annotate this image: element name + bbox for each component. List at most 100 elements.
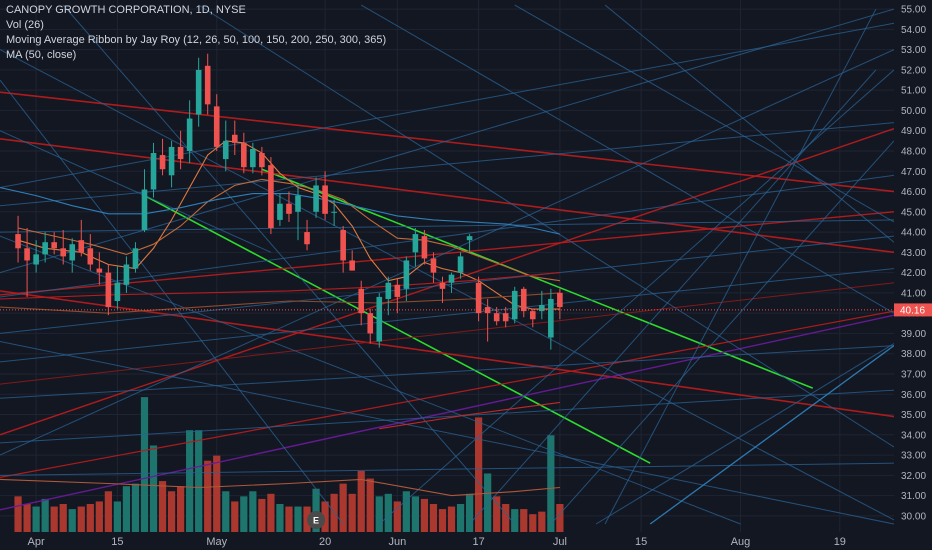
volume-bar-0 bbox=[14, 496, 22, 532]
volume-bar-16 bbox=[158, 481, 167, 532]
trend-line-14 bbox=[0, 8, 895, 274]
candle-body-25 bbox=[241, 142, 247, 168]
candle-body-3 bbox=[42, 242, 48, 255]
candle-body-18 bbox=[177, 146, 184, 160]
volume-bar-28 bbox=[267, 493, 275, 532]
trend-line-15 bbox=[0, 174, 895, 298]
price-tick-label-22: 52.00 bbox=[901, 65, 926, 76]
trend-line-17 bbox=[0, 268, 895, 363]
price-tick-label-17: 47.00 bbox=[901, 167, 926, 178]
candle-body-41 bbox=[385, 282, 392, 299]
ribbon-indicator-label[interactable]: Moving Average Ribbon by Jay Roy (12, 26… bbox=[6, 34, 387, 46]
volume-bar-27 bbox=[258, 498, 266, 532]
volume-bar-54 bbox=[502, 504, 510, 532]
price-tick-label-21: 51.00 bbox=[901, 86, 926, 97]
trend-line-19 bbox=[0, 389, 895, 444]
volume-bar-10 bbox=[104, 491, 112, 532]
candle-body-49 bbox=[457, 256, 464, 273]
volume-bar-57 bbox=[529, 514, 537, 532]
candle-body-31 bbox=[295, 195, 301, 212]
candle-body-56 bbox=[520, 288, 527, 312]
price-axis[interactable]: 30.00 31.00 32.00 33.00 34.00 35.00 36.00 37.00… bbox=[901, 5, 926, 523]
price-tick-label-7: 37.00 bbox=[901, 369, 926, 380]
volume-bar-34 bbox=[321, 501, 329, 532]
volume-bar-31 bbox=[294, 506, 302, 532]
candle-body-57 bbox=[529, 311, 536, 320]
candle-body-14 bbox=[141, 189, 148, 231]
price-tick-label-20: 50.00 bbox=[901, 106, 926, 117]
candle-body-33 bbox=[313, 185, 319, 212]
candle-body-9 bbox=[96, 268, 103, 273]
volume-bar-58 bbox=[538, 511, 546, 532]
price-tick-label-16: 46.00 bbox=[901, 187, 926, 198]
price-tick-label-1: 31.00 bbox=[901, 491, 926, 502]
price-tick-label-19: 49.00 bbox=[901, 126, 926, 137]
volume-bar-56 bbox=[520, 509, 528, 532]
candle-body-60 bbox=[557, 292, 563, 308]
moving-average-0 bbox=[17, 140, 560, 310]
candle-body-53 bbox=[493, 313, 500, 322]
trend-line-3 bbox=[0, 138, 895, 254]
candle-body-50 bbox=[466, 236, 473, 241]
candle-body-21 bbox=[204, 65, 211, 105]
time-tick-label-5: 17 bbox=[472, 536, 484, 548]
price-tick-label-3: 33.00 bbox=[901, 451, 926, 462]
volume-bar-39 bbox=[366, 478, 374, 532]
volume-bar-17 bbox=[167, 491, 176, 532]
trend-line-35 bbox=[604, 4, 895, 243]
candle-body-46 bbox=[430, 258, 437, 273]
last-price-label: 40.16 bbox=[900, 305, 925, 316]
candle-body-16 bbox=[159, 155, 166, 170]
candle-body-10 bbox=[105, 272, 112, 308]
candle-body-54 bbox=[502, 313, 509, 322]
trend-line-20 bbox=[0, 462, 895, 476]
trend-line-30 bbox=[550, 140, 895, 525]
price-tick-label-9: 39.00 bbox=[901, 329, 926, 340]
time-axis[interactable]: Apr 15 May 20 Jun 17 Jul 15 Aug 19 bbox=[28, 536, 846, 548]
candle-body-47 bbox=[439, 282, 446, 289]
volume-bar-7 bbox=[77, 506, 85, 532]
volume-bar-24 bbox=[231, 501, 239, 532]
trend-line-8 bbox=[0, 282, 895, 385]
volume-indicator-label[interactable]: Vol (26) bbox=[6, 19, 44, 31]
price-tick-label-25: 55.00 bbox=[901, 5, 926, 16]
candle-body-44 bbox=[412, 234, 419, 253]
ma-indicator-label[interactable]: MA (50, close) bbox=[6, 49, 77, 61]
volume-bar-19 bbox=[186, 430, 194, 532]
earnings-icon[interactable] bbox=[307, 511, 326, 529]
volume-bar-30 bbox=[285, 506, 293, 532]
volume-bar-45 bbox=[420, 498, 429, 532]
time-tick-label-6: Jul bbox=[553, 536, 567, 548]
trend-line-24 bbox=[62, 4, 516, 525]
trend-line-0 bbox=[144, 194, 651, 464]
volume-bar-60 bbox=[556, 504, 564, 532]
candle-body-27 bbox=[259, 153, 265, 168]
trend-line-6 bbox=[0, 211, 895, 296]
volume-bar-23 bbox=[222, 491, 230, 532]
volume-bar-21 bbox=[204, 460, 212, 532]
volume-bar-18 bbox=[176, 486, 185, 532]
price-tick-label-15: 45.00 bbox=[901, 207, 926, 218]
volume-bar-47 bbox=[438, 509, 447, 532]
candle-body-11 bbox=[114, 282, 121, 301]
candle-body-0 bbox=[15, 234, 21, 249]
candle-body-30 bbox=[286, 203, 292, 214]
trend-line-23 bbox=[360, 4, 895, 314]
volume-bar-1 bbox=[23, 504, 31, 532]
candle-body-7 bbox=[78, 240, 85, 253]
price-tick-label-24: 54.00 bbox=[901, 25, 926, 36]
candle-body-20 bbox=[195, 69, 202, 115]
candle-body-42 bbox=[394, 284, 401, 297]
trend-line-31 bbox=[0, 49, 895, 456]
trend-line-11 bbox=[0, 22, 895, 188]
earnings-marker[interactable]: E bbox=[307, 511, 326, 529]
moving-average-5 bbox=[379, 401, 560, 430]
symbol-title[interactable]: CANOPY GROWTH CORPORATION, 1D, NYSE bbox=[6, 4, 246, 16]
volume-bar-2 bbox=[32, 506, 40, 532]
price-axis-background bbox=[894, 0, 932, 532]
price-tick-label-11: 41.00 bbox=[901, 288, 926, 299]
volume-bar-55 bbox=[511, 509, 519, 532]
volume-bar-51 bbox=[474, 417, 483, 532]
